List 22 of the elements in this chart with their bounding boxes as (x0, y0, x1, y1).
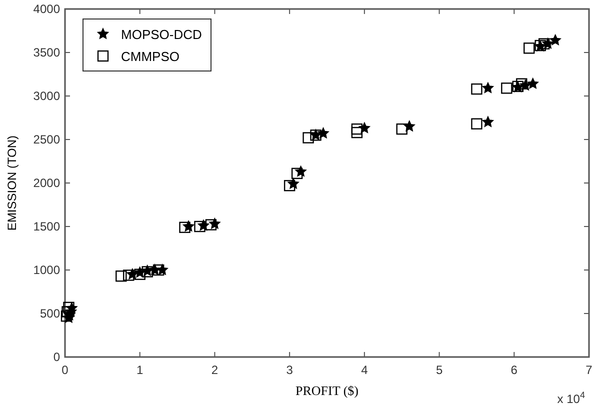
x-tick-label: 4 (361, 363, 368, 377)
legend-label: CMMPSO (121, 49, 180, 64)
y-tick-label: 2500 (33, 132, 60, 146)
x-axis-title: PROFIT ($) (296, 383, 358, 398)
y-tick-label: 1500 (33, 220, 60, 234)
y-tick-label: 4000 (33, 2, 60, 16)
y-tick-label: 2000 (33, 176, 60, 190)
text: x 10$^{4}$ (557, 390, 585, 406)
x-tick-label: 0 (62, 363, 69, 377)
x-tick-label: 5 (436, 363, 443, 377)
x-tick-label: 1 (136, 363, 144, 377)
y-tick-label: 500 (40, 306, 60, 320)
y-axis-title: EMISSION (TON) (5, 135, 19, 231)
x-tick-label: 2 (211, 363, 218, 377)
y-tick-label: 1000 (33, 263, 60, 277)
y-tick-label: 3000 (33, 89, 60, 103)
legend-label: MOPSO-DCD (121, 27, 202, 42)
x-tick-label: 7 (586, 363, 593, 377)
y-tick-label: 0 (53, 350, 60, 364)
x-tick-label: 3 (286, 363, 294, 377)
x-tick-label: 6 (510, 363, 518, 377)
y-tick-label: 3500 (33, 46, 60, 60)
